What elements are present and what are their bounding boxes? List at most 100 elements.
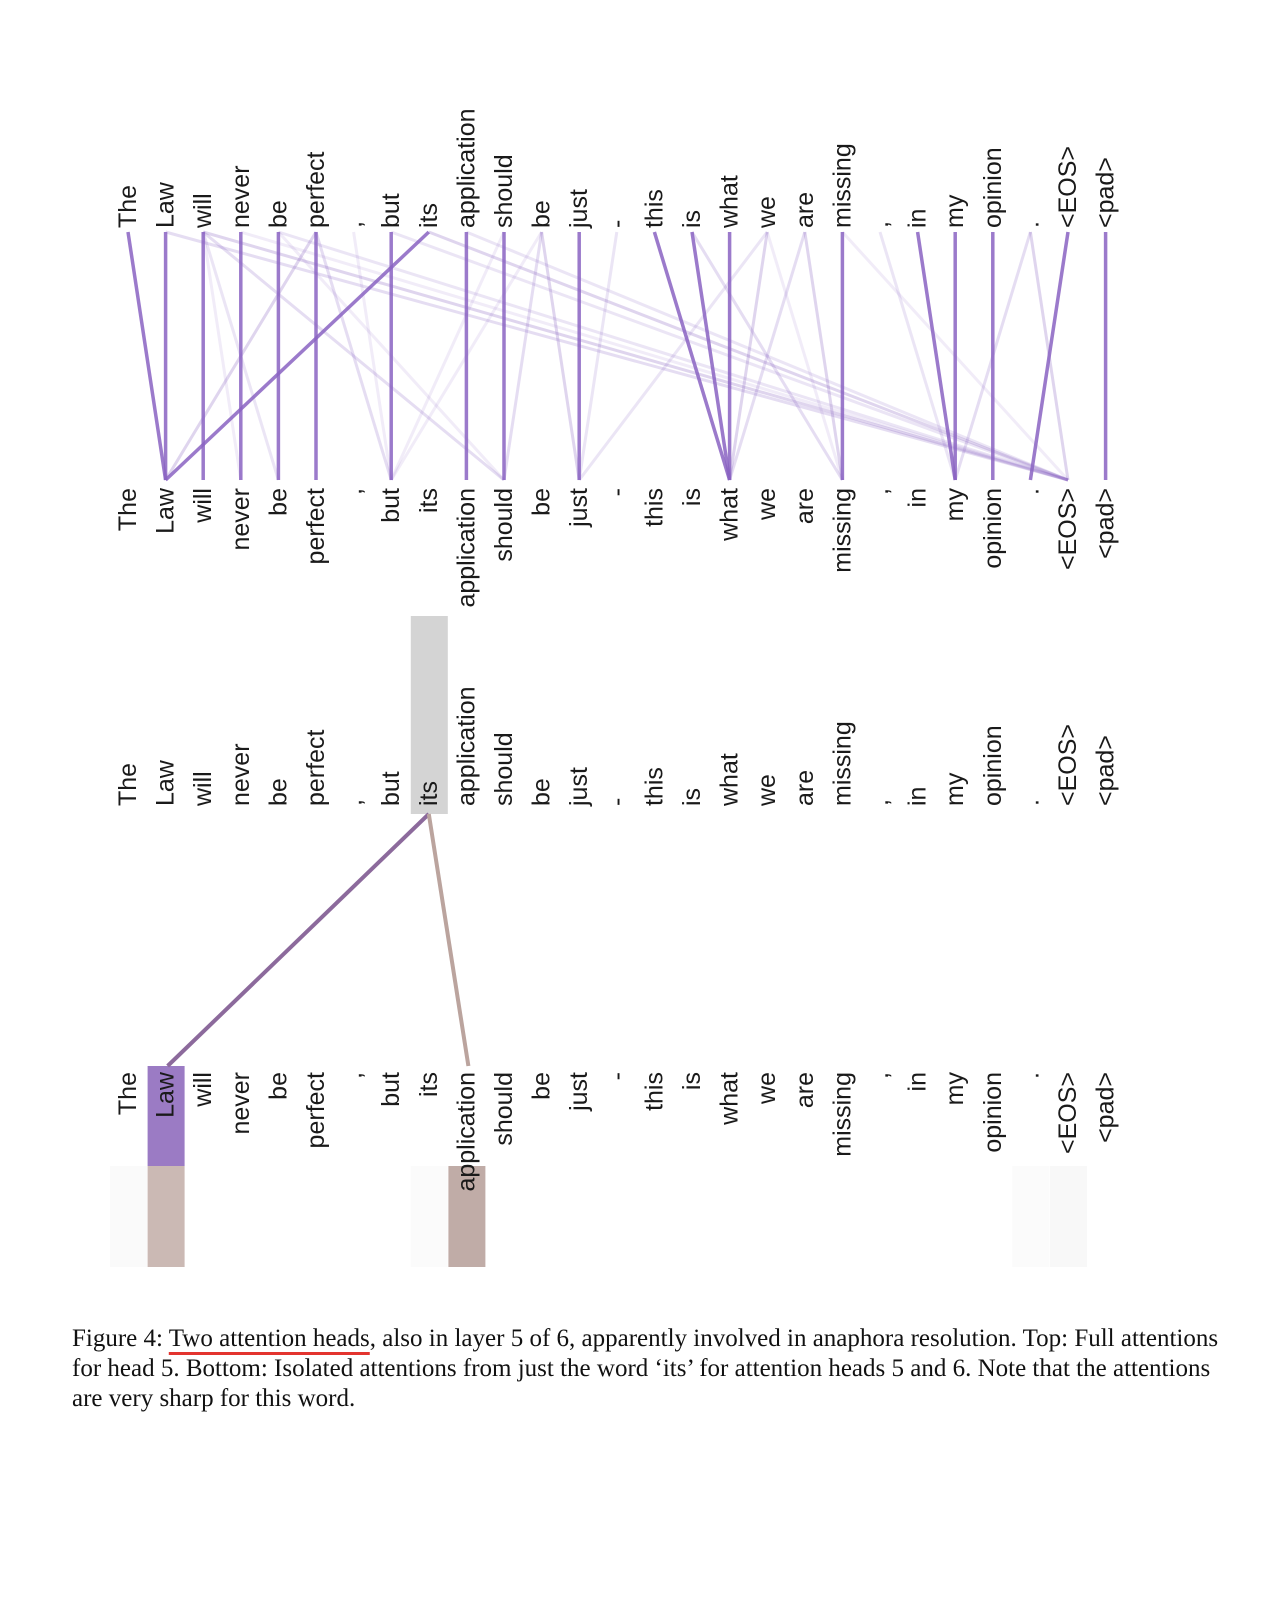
- bottom-target-token: this: [640, 1072, 668, 1111]
- top-target-token: -: [603, 488, 631, 496]
- bottom-source-token: ,: [340, 799, 368, 806]
- top-source-token: my: [941, 194, 969, 228]
- bottom-target-token: opinion: [979, 1072, 1007, 1153]
- top-source-token: ,: [340, 221, 368, 228]
- top-source-token: .: [1016, 221, 1044, 228]
- strong-attention-link: [915, 231, 957, 481]
- bottom-target-token: ,: [866, 1072, 894, 1079]
- bottom-target-token: my: [941, 1072, 969, 1106]
- top-target-token: will: [189, 488, 217, 524]
- bottom-target-token: -: [603, 1072, 631, 1080]
- top-source-token: what: [716, 175, 744, 229]
- weak-attention-link: [578, 231, 769, 481]
- bottom-target-token: but: [377, 1072, 405, 1107]
- bottom-target-token: The: [114, 1072, 142, 1115]
- bottom-target-token: what: [716, 1072, 744, 1126]
- weak-attention-link: [803, 231, 844, 481]
- bottom-panel: The Law will never be perfect, but its applicati…: [110, 616, 1120, 1267]
- top-target-token: should: [490, 488, 518, 562]
- bottom-source-token: we: [753, 774, 781, 807]
- bottom-source-token: but: [377, 771, 405, 806]
- bottom-target-token: never: [227, 1072, 255, 1135]
- top-target-token: my: [941, 488, 969, 522]
- head-6-attention-cell: [1050, 1166, 1087, 1267]
- top-target-token: its: [415, 488, 443, 513]
- top-source-token: missing: [828, 143, 856, 228]
- attention-figure: The Law will never be perfect, but its applicati…: [110, 108, 1120, 1267]
- caption-underlined-phrase: Two attention heads: [168, 1325, 370, 1352]
- bottom-source-token: are: [791, 770, 819, 806]
- top-target-token: missing: [828, 488, 856, 573]
- bottom-source-token: <EOS>: [1054, 724, 1082, 806]
- top-target-token: ,: [866, 488, 894, 495]
- top-target-token: perfect: [302, 488, 330, 564]
- top-source-token: The: [114, 185, 142, 228]
- top-target-token: in: [904, 488, 932, 507]
- top-target-token: what: [716, 488, 744, 542]
- bottom-source-token: Law: [152, 759, 180, 806]
- weak-attention-link: [690, 231, 844, 481]
- weak-attention-link: [202, 230, 1069, 482]
- top-target-token: opinion: [979, 488, 1007, 569]
- top-source-token: application: [452, 108, 480, 228]
- top-panel: The Law will never be perfect, but its applicati…: [114, 108, 1120, 607]
- top-source-token: be: [528, 200, 556, 228]
- bottom-source-token: application: [452, 686, 480, 806]
- bottom-source-token: missing: [828, 721, 856, 806]
- top-target-token: .: [1016, 488, 1044, 495]
- top-target-token: application: [452, 488, 480, 608]
- top-source-token: be: [264, 200, 292, 228]
- top-target-token: be: [264, 488, 292, 516]
- bottom-target-token: be: [528, 1072, 556, 1100]
- top-target-token: just: [565, 488, 593, 528]
- top-target-token: but: [377, 488, 405, 523]
- top-target-token: are: [791, 488, 819, 524]
- top-source-token: its: [415, 203, 443, 228]
- head-6-attention-cell: [147, 1166, 185, 1267]
- bottom-source-token: ,: [866, 799, 894, 806]
- bottom-source-token: <pad>: [1092, 735, 1120, 806]
- weak-attention-link: [878, 231, 957, 481]
- strong-attention-link: [164, 230, 431, 482]
- top-source-token: opinion: [979, 147, 1007, 228]
- top-source-token: in: [904, 209, 932, 228]
- bottom-target-token: in: [904, 1072, 932, 1091]
- head-6-attention-cell: [110, 1166, 147, 1267]
- bottom-target-token: <pad>: [1092, 1072, 1120, 1143]
- bottom-source-token: will: [189, 771, 217, 807]
- bottom-source-token: what: [716, 753, 744, 807]
- top-source-token: this: [640, 189, 668, 228]
- weak-attention-link: [465, 230, 1069, 482]
- bottom-target-token: missing: [828, 1072, 856, 1157]
- top-source-token: is: [678, 210, 706, 228]
- bottom-source-token: is: [678, 788, 706, 806]
- top-source-token: -: [603, 220, 631, 228]
- bottom-target-token: application: [452, 1072, 480, 1192]
- top-source-token: should: [490, 154, 518, 228]
- weak-attention-link: [502, 231, 544, 481]
- bottom-source-token: its: [415, 781, 443, 806]
- weak-attention-link: [540, 231, 581, 481]
- bottom-target-token: will: [189, 1072, 217, 1108]
- bottom-source-token: this: [640, 767, 668, 806]
- top-source-token: are: [791, 192, 819, 228]
- bottom-source-token: -: [603, 798, 631, 806]
- top-source-token: we: [753, 196, 781, 229]
- bottom-source-token: .: [1016, 799, 1044, 806]
- top-source-token: never: [227, 165, 255, 228]
- bottom-source-token: be: [264, 778, 292, 806]
- top-target-token: <pad>: [1092, 488, 1120, 559]
- top-target-token: Law: [152, 487, 180, 534]
- top-target-token: we: [753, 488, 781, 521]
- weak-attention-link: [314, 231, 393, 481]
- bottom-target-token: be: [264, 1072, 292, 1100]
- top-source-token: Law: [152, 181, 180, 228]
- bottom-target-token: its: [415, 1072, 443, 1097]
- bottom-target-token: just: [565, 1072, 593, 1112]
- bottom-source-token: be: [528, 778, 556, 806]
- bottom-source-token: The: [114, 763, 142, 806]
- strong-attention-link: [652, 231, 732, 481]
- strong-attention-link: [1028, 231, 1070, 481]
- top-target-token: <EOS>: [1054, 488, 1082, 570]
- bottom-target-token: is: [678, 1072, 706, 1090]
